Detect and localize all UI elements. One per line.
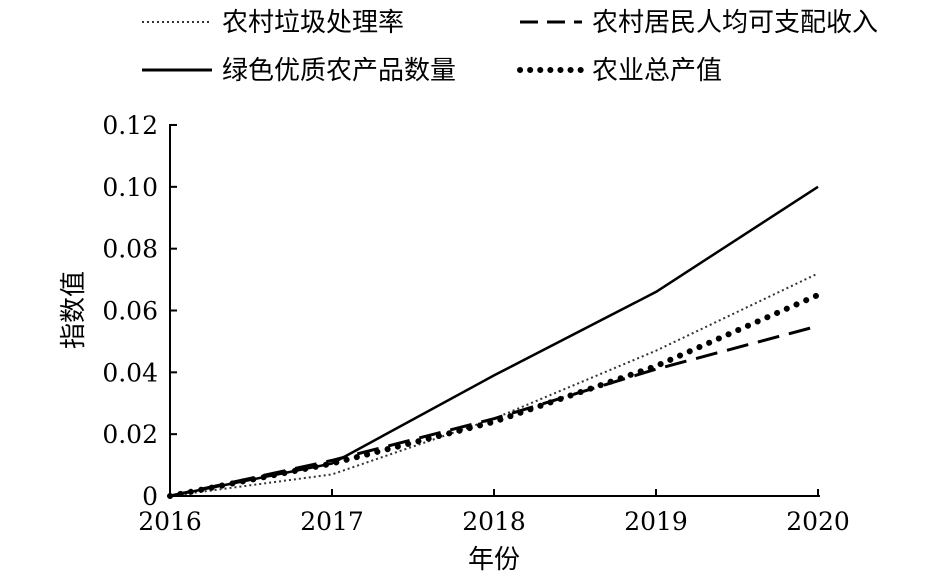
y-tick-label: 0.06 [102, 297, 158, 326]
y-tick-label: 0.02 [102, 420, 158, 449]
x-tick-label: 2018 [462, 507, 526, 536]
legend-label-agricultural-output-value: 农业总产值 [592, 56, 722, 86]
series-line-rural-disposable-income [169, 324, 819, 498]
y-tick-label: 0 [142, 482, 158, 511]
y-tick-label: 0.12 [102, 111, 158, 140]
x-tick-label: 2020 [786, 507, 850, 536]
x-tick-label: 2017 [300, 507, 364, 536]
y-axis-ticks: 0 0.02 0.04 0.06 0.08 0.10 0.12 [102, 111, 177, 511]
legend-label-green-produce-count: 绿色优质农产品数量 [222, 56, 456, 86]
x-axis-title: 年份 [468, 545, 520, 575]
y-tick-label: 0.08 [102, 235, 158, 264]
series-line-green-produce-count [169, 185, 819, 498]
x-axis-ticks: 2016 2017 2018 2019 2020 [138, 489, 850, 536]
series-line-rural-waste-treatment-rate [169, 272, 819, 497]
y-axis-title: 指数值 [59, 271, 89, 349]
legend-label-rural-disposable-income: 农村居民人均可支配收入 [592, 8, 878, 38]
series-lines [167, 185, 821, 499]
series-line-agricultural-output-value [167, 292, 821, 499]
x-tick-label: 2016 [138, 507, 202, 536]
legend: 农村垃圾处理率 农村居民人均可支配收入 绿色优质农产品数量 农业总产值 [142, 8, 878, 86]
x-tick-label: 2019 [624, 507, 688, 536]
y-tick-label: 0.10 [102, 173, 158, 202]
y-tick-label: 0.04 [102, 358, 158, 387]
legend-label-rural-waste-treatment-rate: 农村垃圾处理率 [222, 8, 404, 38]
